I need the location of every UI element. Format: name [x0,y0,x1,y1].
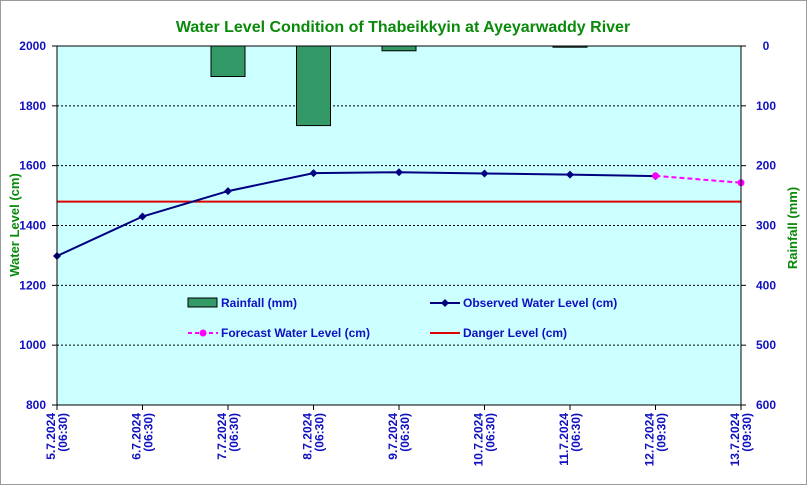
y2-tick-label: 600 [756,398,776,412]
observed-point [480,169,489,178]
legend: Rainfall (mm) Observed Water Level (cm) Fo… [187,296,617,340]
x-tick-label: 11.7.2024(06:30) [557,413,583,466]
observed-point [138,212,147,221]
x-tick-label: 8.7.2024(06:30) [301,413,327,460]
y2-tick-label: 0 [763,39,770,53]
legend-swatch-rainfall [187,297,218,308]
y-tick-label: 1600 [19,159,46,173]
x-tick-label: 10.7.2024(06:30) [472,413,498,467]
observed-point [395,168,403,177]
y-tick-label: 800 [26,398,46,412]
legend-marker-observed [441,299,449,307]
y2-tick-label: 200 [756,159,776,173]
x-tick-label: 12.7.2024(09:30) [643,413,669,467]
x-tick-label: 13.7.2024(09:30) [728,413,754,467]
rainfall-bar [210,45,246,78]
y2-tick-label: 500 [756,338,776,352]
observed-point [566,170,574,179]
y2-axis-title: Rainfall (mm) [785,187,800,269]
y2-tick-label: 100 [756,99,776,113]
rainfall-bar [296,45,331,127]
y-tick-label: 1000 [19,338,46,352]
x-tick-label: 5.7.2024(06:30) [44,413,70,460]
legend-label: Forecast Water Level (cm) [221,326,370,340]
legend-label: Danger Level (cm) [463,326,567,340]
y-axis-title: Water Level (cm) [7,173,22,277]
x-tick-label: 9.7.2024(06:30) [386,413,412,460]
y-tick-label: 1800 [19,99,46,113]
y-tick-label: 1200 [19,278,46,292]
observed-water-level-line [56,171,656,257]
x-tick-label: 6.7.2024(06:30) [130,413,156,460]
observed-point [309,169,318,178]
rainfall-bar [381,45,417,52]
y2-tick-label: 400 [756,278,776,292]
y2-tick-label: 300 [756,219,776,233]
legend-marker-forecast [199,329,207,337]
y-tick-label: 2000 [19,39,46,53]
forecast-water-level-line [655,174,742,184]
observed-point [224,187,232,196]
forecast-point [652,172,659,180]
x-tick-label: 7.7.2024(06:30) [215,413,241,460]
legend-label: Observed Water Level (cm) [463,296,617,310]
chart-title: Water Level Condition of Thabeikkyin at … [176,19,630,36]
y-tick-label: 1400 [19,219,46,233]
plot-area-group: 800 1000 1200 1400 1600 1800 2000 0 100 200 300 400… [19,39,776,466]
legend-label: Rainfall (mm) [221,296,297,310]
